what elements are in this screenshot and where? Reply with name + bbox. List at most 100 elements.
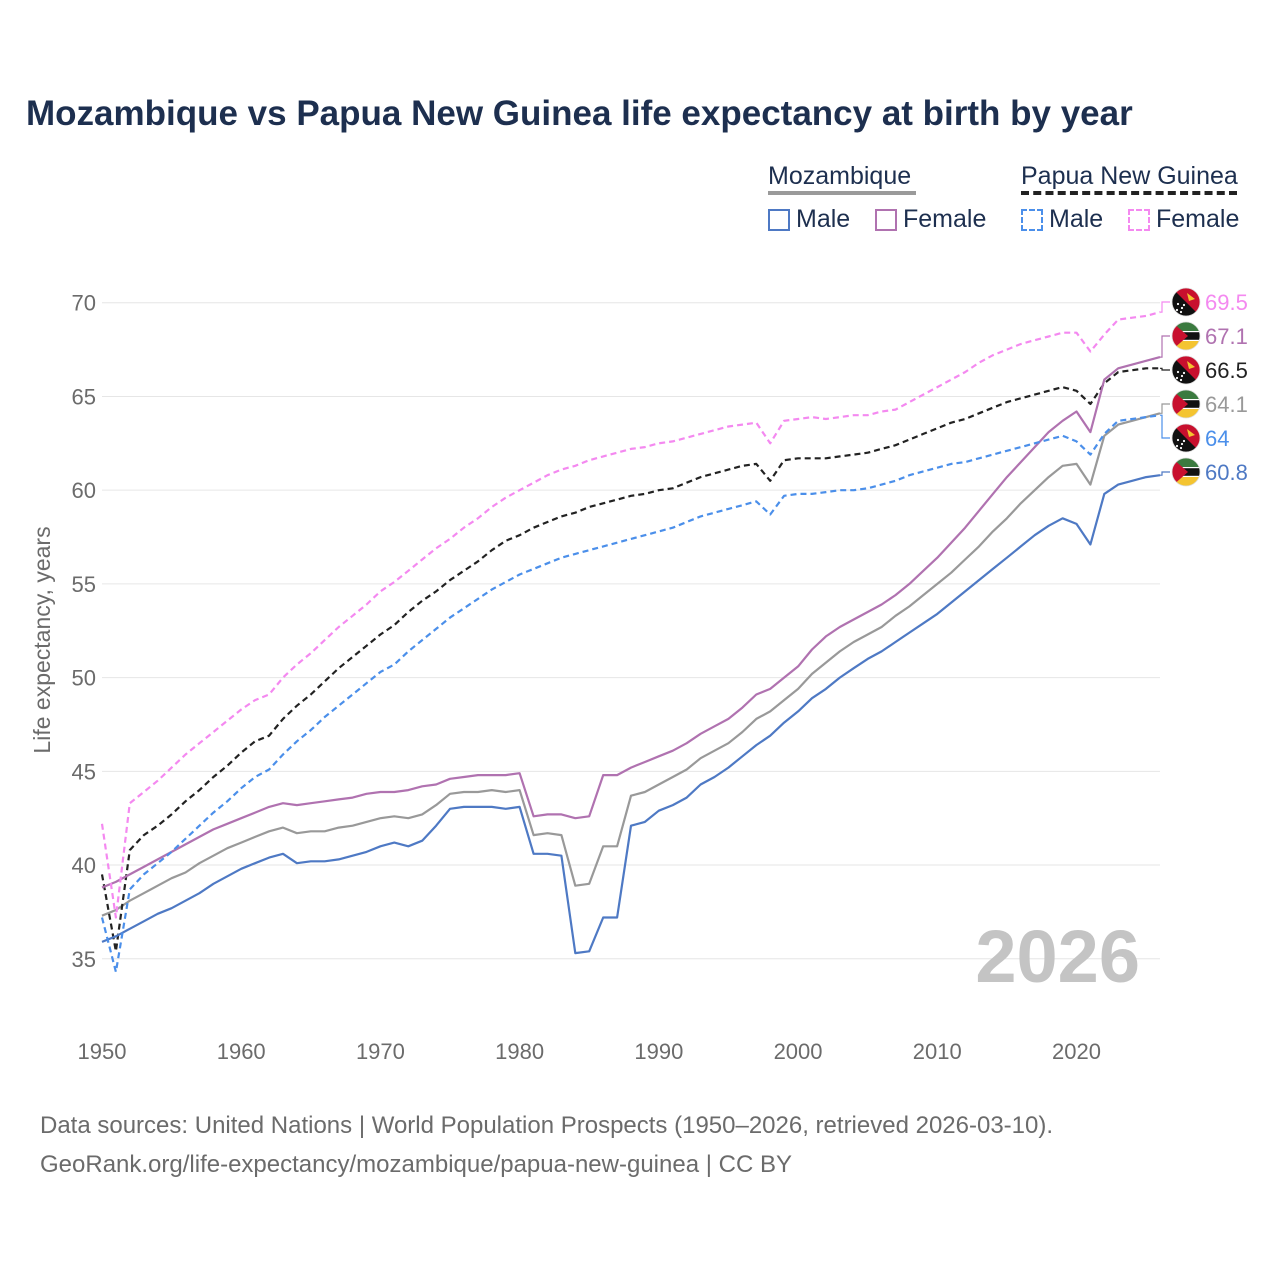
end-labels: 69.5 67.1 66.5 64.1 64 60.8 xyxy=(1171,287,1248,487)
flag-stripe xyxy=(1172,390,1200,400)
legend-item-png-male[interactable]: Male xyxy=(1021,205,1103,234)
flag-stripe xyxy=(1172,409,1200,418)
leader-line xyxy=(1160,301,1170,313)
flag-field xyxy=(1172,356,1200,384)
legend-rule-papua-new-guinea xyxy=(1021,191,1237,195)
flag-star xyxy=(1175,376,1179,380)
year-watermark: 2026 xyxy=(975,915,1140,998)
flag-triangle xyxy=(1172,458,1188,486)
gridlines xyxy=(102,302,1160,960)
flag-ring xyxy=(1171,321,1201,351)
flag-triangle xyxy=(1172,390,1188,418)
legend-label-mozambique-male: Male xyxy=(796,205,851,233)
papua-new-guinea-flag-icon xyxy=(1172,288,1200,316)
series-line-mozambique-female xyxy=(101,356,1161,889)
y-tick-label: 50 xyxy=(72,666,96,691)
flag-ring xyxy=(1171,389,1201,419)
y-tick-label: 60 xyxy=(72,478,96,503)
x-tick-label: 1980 xyxy=(495,1039,544,1064)
flag-star xyxy=(1182,371,1186,375)
legend-label-png-male: Male xyxy=(1049,205,1104,233)
x-tick-label: 2000 xyxy=(774,1039,823,1064)
series-line-mozambique-total xyxy=(101,412,1161,917)
flag-ring xyxy=(1171,423,1201,453)
end-label-leaders xyxy=(1160,301,1170,476)
x-tick-label: 1960 xyxy=(217,1039,266,1064)
flag-star xyxy=(1180,374,1184,378)
line-chart: 35 40 45 50 55 60 65 70 1950 1960 1970 1980 1990 200… xyxy=(29,287,1248,1064)
y-tick-label: 55 xyxy=(72,572,96,597)
flag-stripe xyxy=(1172,331,1200,333)
x-tick-label: 2010 xyxy=(913,1039,962,1064)
end-value-label: 64.1 xyxy=(1205,392,1248,417)
flag-field xyxy=(1172,288,1200,316)
flag-star xyxy=(1179,378,1183,382)
end-value-label: 67.1 xyxy=(1205,324,1248,349)
legend-item-mozambique-male[interactable]: Male xyxy=(768,205,850,234)
y-tick-label: 70 xyxy=(72,291,96,316)
legend: Mozambique Male Female Papua New Guinea … xyxy=(0,0,1280,260)
flag-star xyxy=(1176,370,1180,374)
series-line-papua-new-guinea-male xyxy=(100,414,1161,973)
flag-star xyxy=(1176,302,1180,306)
mozambique-flag-icon xyxy=(1172,458,1200,486)
source-note: Data sources: United Nations | World Pop… xyxy=(40,1106,1053,1184)
mozambique-flag-icon xyxy=(1172,322,1200,350)
mozambique-flag-icon xyxy=(1172,390,1200,418)
chart-title: Mozambique vs Papua New Guinea life expe… xyxy=(26,94,1133,133)
flag-triangle xyxy=(1172,322,1188,350)
end-value-label: 64 xyxy=(1205,426,1229,451)
legend-label-png-female: Female xyxy=(1156,205,1240,233)
flag-star xyxy=(1180,442,1184,446)
flag-star xyxy=(1179,446,1183,450)
flag-stripe xyxy=(1172,475,1200,477)
flag-star xyxy=(1182,303,1186,307)
y-axis-label: Life expectancy, years xyxy=(29,526,55,753)
y-tick-label: 40 xyxy=(72,853,96,878)
leader-line xyxy=(1160,367,1170,371)
legend-item-png-female[interactable]: Female xyxy=(1128,205,1239,234)
flag-stripe xyxy=(1172,477,1200,486)
end-value-label: 60.8 xyxy=(1205,460,1248,485)
x-tick-label: 2020 xyxy=(1052,1039,1101,1064)
flag-star xyxy=(1175,308,1179,312)
flag-stripe xyxy=(1172,339,1200,341)
flag-ring xyxy=(1171,355,1201,385)
legend-rule-mozambique xyxy=(768,191,916,195)
papua-new-guinea-flag-icon xyxy=(1172,424,1200,452)
flag-stripe xyxy=(1172,399,1200,401)
flag-ring xyxy=(1171,287,1201,317)
leader-line xyxy=(1160,335,1170,358)
y-tick-label: 45 xyxy=(72,759,96,784)
y-tick-label: 35 xyxy=(72,947,96,972)
legend-swatch-png-male xyxy=(1021,208,1043,231)
source-line: Data sources: United Nations | World Pop… xyxy=(40,1112,1054,1139)
leader-line xyxy=(1160,471,1170,476)
x-axis-ticks: 1950 1960 1970 1980 1990 2000 2010 2020 xyxy=(78,1039,1101,1064)
legend-group-papua-new-guinea: Papua New Guinea xyxy=(1021,162,1238,190)
flag-stripe xyxy=(1172,322,1200,332)
legend-swatch-mozambique-male xyxy=(768,208,790,231)
flag-star xyxy=(1175,444,1179,448)
legend-item-mozambique-female[interactable]: Female xyxy=(875,205,986,234)
flag-star xyxy=(1176,438,1180,442)
flag-star xyxy=(1179,310,1183,314)
x-tick-label: 1970 xyxy=(356,1039,405,1064)
flag-star xyxy=(1180,306,1184,310)
x-tick-label: 1990 xyxy=(634,1039,683,1064)
y-axis-ticks: 35 40 45 50 55 60 65 70 xyxy=(72,291,96,972)
legend-swatch-png-female xyxy=(1128,208,1150,231)
x-tick-label: 1950 xyxy=(78,1039,127,1064)
series-lines xyxy=(100,311,1161,973)
series-line-mozambique-male xyxy=(101,474,1161,955)
series-line-papua-new-guinea-female xyxy=(100,311,1161,919)
end-value-label: 69.5 xyxy=(1205,290,1248,315)
flag-stripe xyxy=(1172,407,1200,409)
papua-new-guinea-flag-icon xyxy=(1172,356,1200,384)
legend-group-mozambique: Mozambique xyxy=(768,162,912,190)
flag-field xyxy=(1172,424,1200,452)
flag-bird xyxy=(1187,429,1195,437)
flag-ring xyxy=(1171,457,1201,487)
end-value-label: 66.5 xyxy=(1205,358,1248,383)
source-url[interactable]: GeoRank.org/life-expectancy/mozambique/p… xyxy=(40,1151,792,1178)
